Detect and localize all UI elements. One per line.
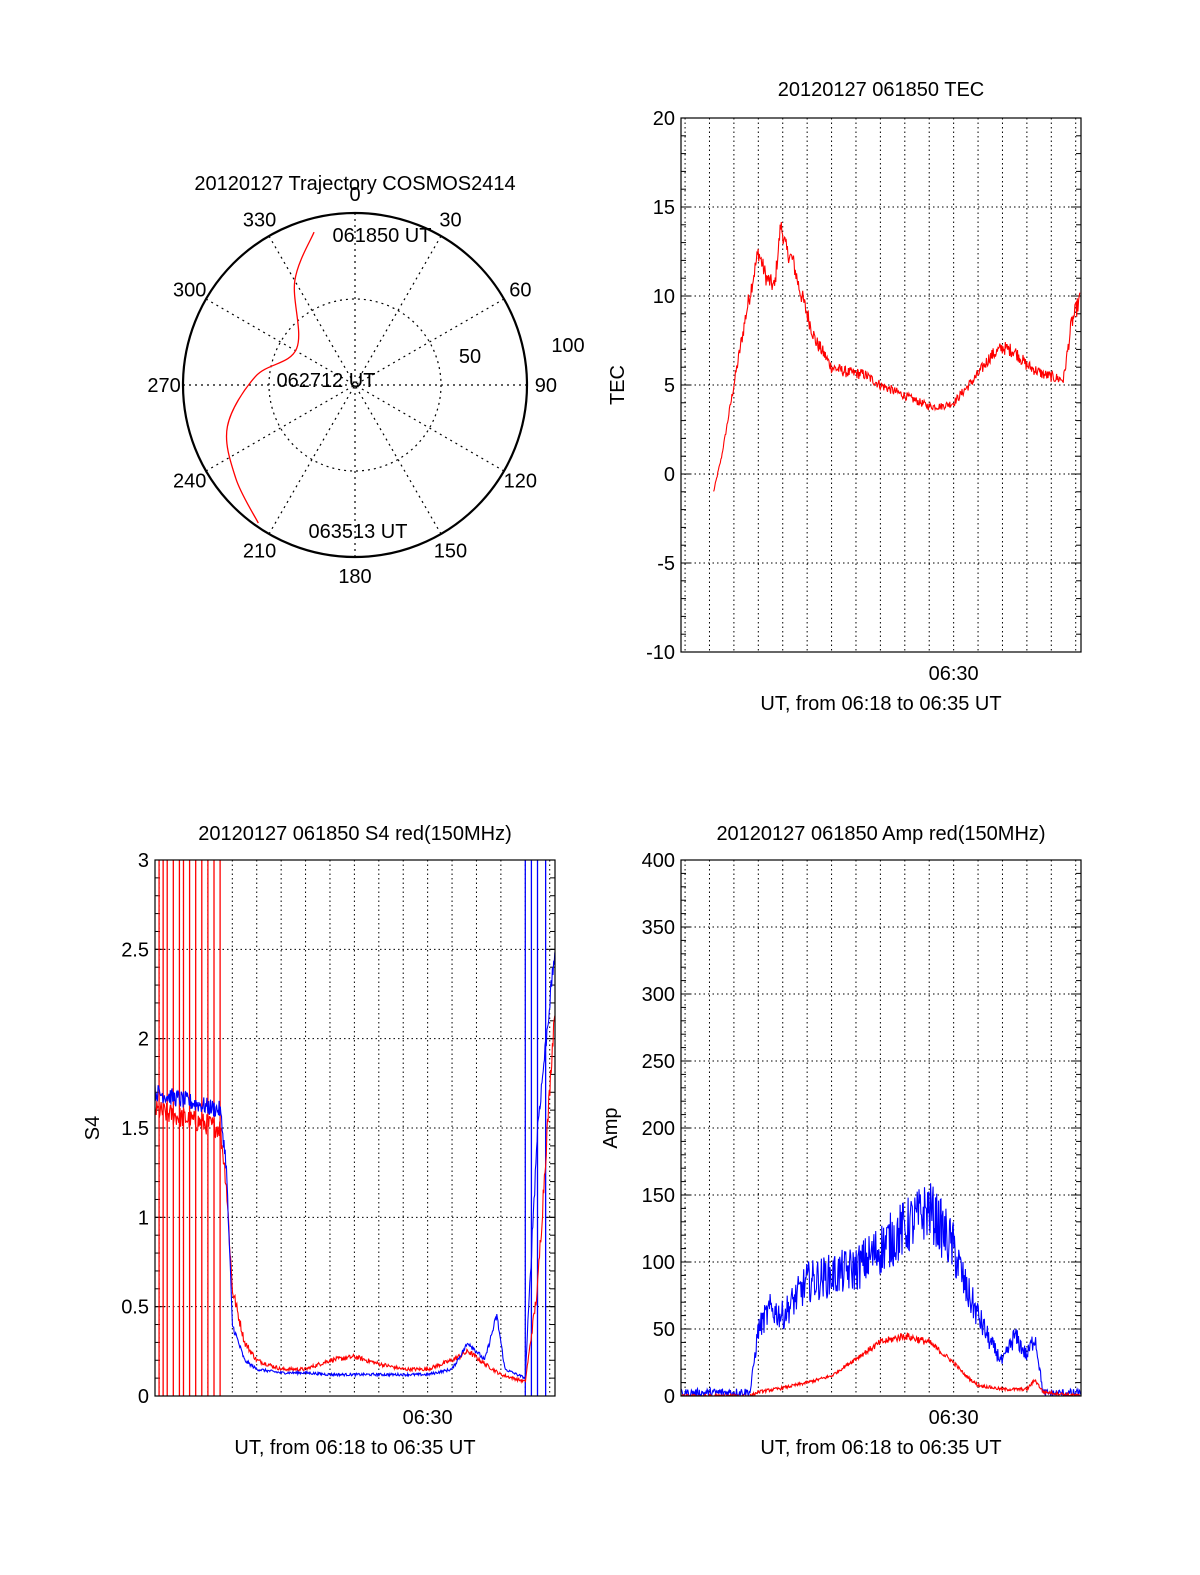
plot-clip-group [155, 860, 555, 1396]
y-tick-label: 3 [138, 850, 149, 872]
polar-track [225, 231, 315, 524]
polar-azimuth-label: 240 [173, 470, 206, 492]
polar-annotations: 061850 UT 062712 UT 063513 UT [277, 225, 432, 543]
amp-chart: 20120127 061850 Amp red(150MHz) UT, from… [600, 823, 1082, 1459]
plot-frame [154, 859, 556, 1397]
tec-chart: 20120127 061850 TEC UT, from 06:18 to 06… [607, 79, 1082, 715]
s4-xlabel: UT, from 06:18 to 06:35 UT [234, 1437, 475, 1459]
y-tick-label: 350 [642, 917, 675, 939]
polar-radial-label: 50 [459, 346, 481, 368]
plot-clip-group [681, 1183, 1081, 1396]
series-line-blue [681, 1183, 1081, 1396]
polar-azimuth-label: 300 [173, 280, 206, 302]
polar-azimuth-label: 150 [434, 540, 467, 562]
y-tick-label: 20 [653, 108, 675, 130]
polar-azimuth-label: 270 [147, 375, 180, 397]
y-tick-label: 100 [642, 1252, 675, 1274]
y-tick-label: -10 [646, 642, 675, 664]
y-tick-label: 15 [653, 197, 675, 219]
series-line-blue [155, 952, 555, 1380]
amp-xlabel: UT, from 06:18 to 06:35 UT [760, 1437, 1001, 1459]
y-tick-label: 1.5 [121, 1118, 149, 1140]
tec-title: 20120127 061850 TEC [778, 79, 984, 101]
polar-track-line [225, 231, 315, 524]
polar-azimuth-label: 330 [243, 210, 276, 232]
y-tick-label: 5 [664, 375, 675, 397]
polar-time-annotation: 061850 UT [333, 225, 432, 247]
y-tick-label: 400 [642, 850, 675, 872]
y-tick-label: 300 [642, 984, 675, 1006]
y-tick-label: 0 [664, 464, 675, 486]
polar-radial-label: 100 [551, 335, 584, 357]
x-tick-label: 06:30 [403, 1407, 453, 1429]
tec-ylabel: TEC [607, 365, 629, 405]
s4-chart: 20120127 061850 S4 red(150MHz) UT, from … [82, 823, 556, 1459]
polar-time-annotation: 062712 UT [277, 370, 376, 392]
polar-chart: 20120127 Trajectory COSMOS2414 0 30 60 90 12… [147, 173, 584, 588]
polar-azimuth-label: 30 [439, 210, 461, 232]
x-tick-label: 06:30 [929, 663, 979, 685]
polar-time-annotation: 063513 UT [309, 521, 408, 543]
plot-frame [680, 117, 1082, 653]
x-tick-label: 06:30 [929, 1407, 979, 1429]
amp-ylabel: Amp [600, 1107, 622, 1148]
y-tick-label: 50 [653, 1319, 675, 1341]
series-line-red [155, 1015, 555, 1384]
series-line-red [681, 1332, 1081, 1396]
polar-grid [181, 211, 529, 559]
polar-azimuth-label: 210 [243, 540, 276, 562]
s4-title: 20120127 061850 S4 red(150MHz) [198, 823, 512, 845]
plot-clip-group [713, 221, 1081, 492]
polar-azimuth-label: 60 [509, 280, 531, 302]
polar-azimuth-label: 0 [349, 184, 360, 206]
polar-azimuth-label: 180 [338, 566, 371, 588]
s4-ylabel: S4 [82, 1116, 104, 1140]
y-tick-label: 1 [138, 1207, 149, 1229]
polar-azimuth-label: 90 [535, 375, 557, 397]
polar-azimuth-label: 120 [504, 470, 537, 492]
y-tick-label: 0.5 [121, 1297, 149, 1319]
polar-title: 20120127 Trajectory COSMOS2414 [194, 173, 515, 195]
tec-xlabel: UT, from 06:18 to 06:35 UT [760, 693, 1001, 715]
tec-plot-area: -10 -5 0 5 10 15 20 06:30 [646, 108, 1082, 685]
s4-plot-area: 0 0.5 1 1.5 2 2.5 3 06:30 [121, 850, 556, 1429]
amp-title: 20120127 061850 Amp red(150MHz) [716, 823, 1045, 845]
y-tick-label: 2.5 [121, 939, 149, 961]
y-tick-label: 2 [138, 1029, 149, 1051]
y-tick-label: 150 [642, 1185, 675, 1207]
y-tick-label: 200 [642, 1118, 675, 1140]
y-tick-label: 0 [664, 1386, 675, 1408]
polar-azimuth-labels: 0 30 60 90 120 150 180 210 240 270 300 330 50 100 [147, 184, 584, 588]
y-tick-label: 250 [642, 1051, 675, 1073]
y-tick-label: 0 [138, 1386, 149, 1408]
amp-plot-area: 0 50 100 150 200 250 300 350 400 06:30 [642, 850, 1082, 1429]
y-tick-label: -5 [657, 553, 675, 575]
plot-frame [680, 859, 1082, 1397]
series-line-red [713, 221, 1081, 492]
y-tick-label: 10 [653, 286, 675, 308]
